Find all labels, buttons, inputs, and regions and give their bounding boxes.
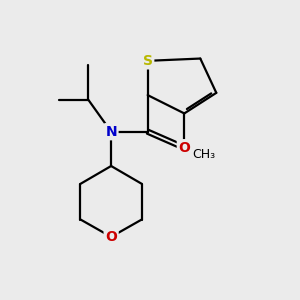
Text: N: N bbox=[105, 125, 117, 139]
Text: O: O bbox=[105, 230, 117, 244]
Text: O: O bbox=[178, 141, 190, 155]
Text: CH₃: CH₃ bbox=[193, 148, 216, 161]
Text: S: S bbox=[143, 54, 153, 68]
